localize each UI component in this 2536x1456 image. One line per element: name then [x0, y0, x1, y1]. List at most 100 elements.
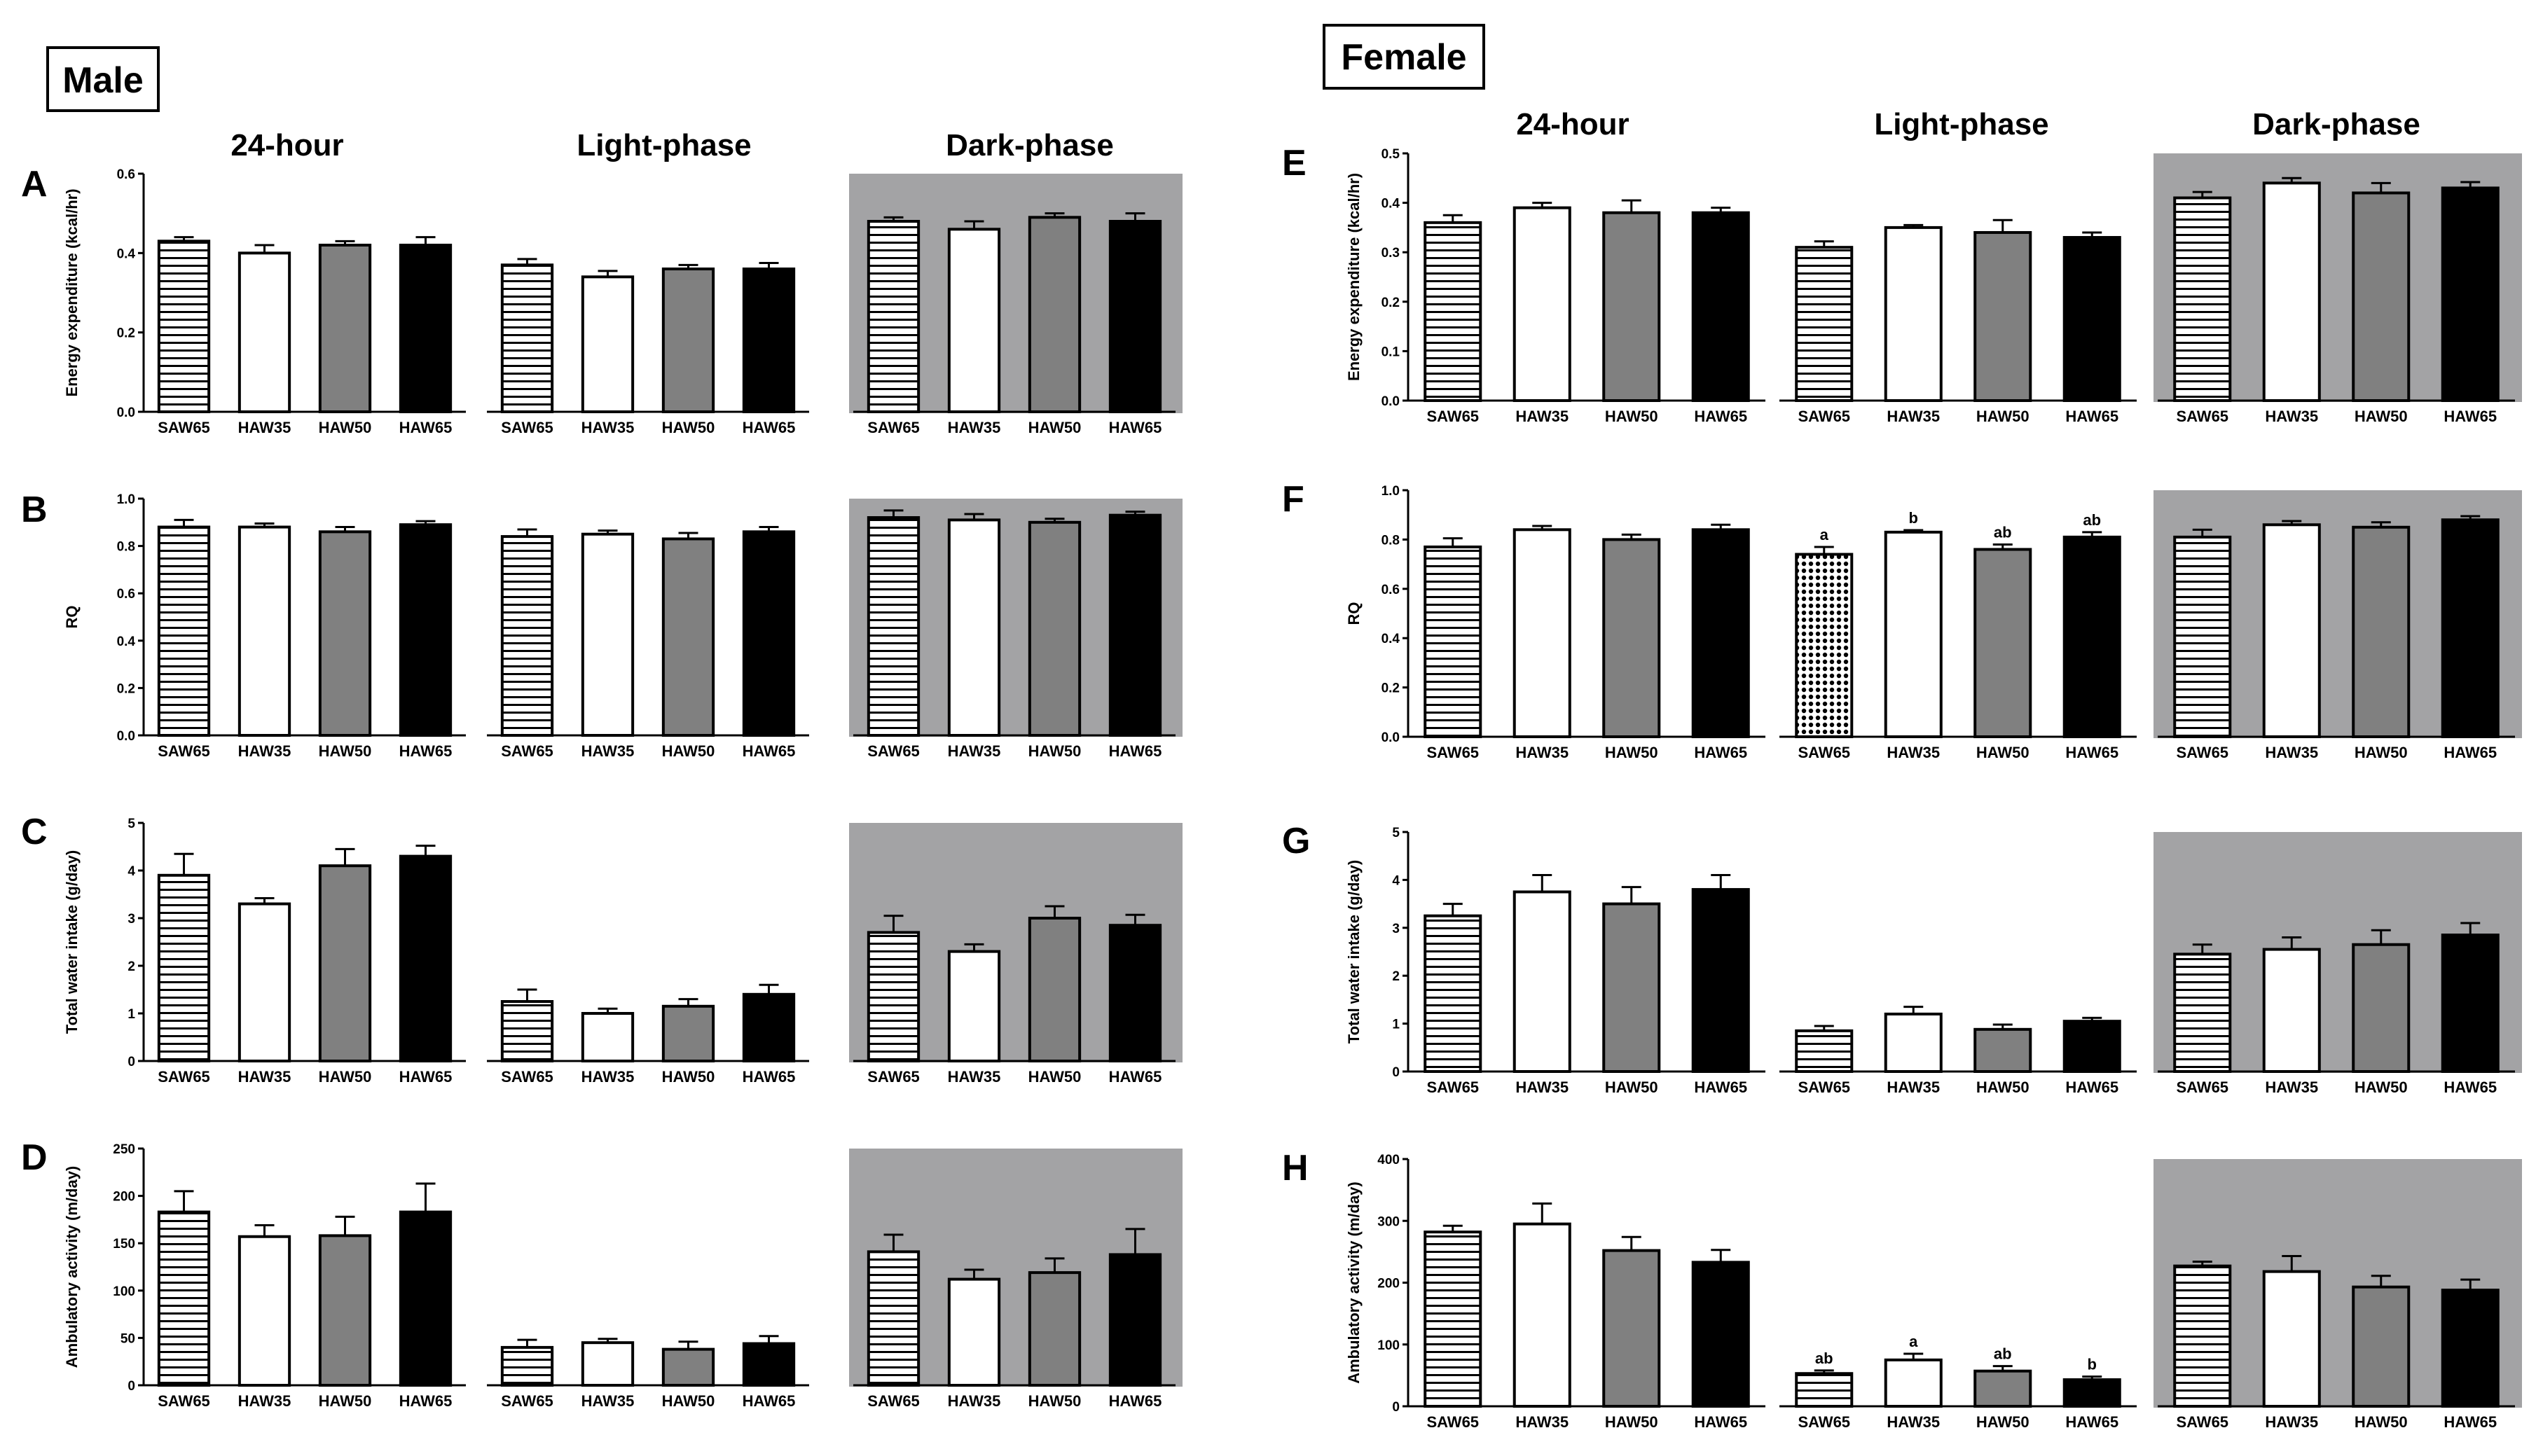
bar-haw35	[1884, 530, 1943, 739]
bar-haw50	[318, 244, 372, 413]
y-tick-label: 0.1	[1381, 345, 1400, 359]
x-tick-label: HAW65	[743, 1392, 796, 1410]
x-tick-label: HAW65	[2444, 1413, 2497, 1431]
bar-haw65	[1108, 924, 1162, 1062]
x-tick-label: HAW65	[2065, 744, 2118, 761]
x-tick-label: HAW65	[2065, 1413, 2118, 1431]
x-tick-label: HAW65	[1694, 1413, 1747, 1431]
x-tick-label: HAW35	[238, 419, 291, 436]
bar-haw65	[2441, 1289, 2500, 1408]
group-light-phase: SAW65 HAW35 HAW50 HAW65	[487, 526, 809, 760]
y-tick-label: 0.2	[1381, 296, 1400, 310]
bar-haw35	[947, 1277, 1001, 1387]
bar-saw65	[1795, 553, 1854, 739]
x-tick-label: HAW50	[1028, 419, 1082, 436]
panel-letter: D	[21, 1137, 48, 1178]
y-tick-label: 0.5	[1381, 147, 1400, 162]
x-tick-label: HAW65	[1109, 742, 1162, 760]
y-tick-label: 0.0	[1381, 730, 1400, 745]
x-tick-label: HAW35	[581, 742, 635, 760]
y-tick-label: 0.3	[1381, 246, 1400, 261]
male-header: Male	[46, 46, 160, 112]
y-tick-label: 1.0	[117, 492, 135, 507]
x-tick-label: HAW65	[2444, 1079, 2497, 1096]
bar-haw35	[947, 950, 1001, 1062]
bar-haw50	[661, 268, 715, 413]
x-tick-label: HAW35	[2265, 1079, 2318, 1096]
bar-haw50	[1602, 211, 1661, 402]
y-tick-label: 2	[128, 959, 135, 974]
bar-haw50	[1028, 520, 1082, 737]
bar-haw35	[581, 1341, 635, 1387]
bar-haw35	[581, 275, 635, 414]
y-tick-label: 3	[128, 912, 135, 927]
x-tick-label: SAW65	[867, 1392, 920, 1410]
x-tick-label: HAW35	[238, 742, 291, 760]
bar-haw65	[2062, 236, 2121, 402]
y-tick-label: 200	[113, 1190, 135, 1205]
x-tick-label: HAW50	[662, 1392, 715, 1410]
y-tick-label: 50	[120, 1331, 135, 1346]
x-tick-label: HAW35	[1887, 1079, 1940, 1096]
bar-haw50	[318, 864, 372, 1062]
x-tick-label: HAW50	[1028, 1068, 1082, 1086]
x-tick-label: HAW65	[399, 1068, 453, 1086]
y-tick-label: 2	[1392, 969, 1400, 984]
x-tick-label: HAW65	[399, 419, 453, 436]
bar-haw50	[2352, 1285, 2411, 1408]
x-tick-label: SAW65	[867, 1068, 920, 1086]
bar-haw50	[661, 1347, 715, 1387]
group-dark-phase: SAW65 HAW35 HAW50 HAW65	[849, 499, 1183, 760]
group-dark-phase: SAW65 HAW35 HAW50 HAW65	[2153, 490, 2522, 761]
x-tick-label: HAW50	[1605, 408, 1658, 425]
bar-haw50	[318, 530, 372, 737]
x-tick-label: HAW50	[2355, 408, 2408, 425]
bar-haw35	[1512, 206, 1571, 402]
y-tick-label: 0.4	[117, 635, 136, 649]
group-24-hour: 0 1 2 3 4 5 SAW65 HAW35 HAW50 HAW65	[1392, 826, 1765, 1096]
x-tick-label: SAW65	[501, 1068, 553, 1086]
y-axis-label: Total water intake (g/day)	[1345, 860, 1363, 1044]
significance-label: b	[2088, 1356, 2097, 1373]
y-tick-label: 0.8	[1381, 533, 1400, 548]
female-col-light: Light-phase	[1874, 107, 2048, 141]
significance-label: b	[1909, 509, 1918, 527]
y-tick-label: 1.0	[1381, 484, 1400, 499]
bar-saw65	[2173, 196, 2232, 402]
bar-haw50	[1602, 538, 1661, 739]
bar-haw65	[399, 523, 453, 737]
x-tick-label: SAW65	[1798, 1079, 1850, 1096]
bar-haw35	[2262, 948, 2321, 1073]
bar-haw50	[2352, 525, 2411, 738]
y-tick-label: 150	[113, 1237, 135, 1252]
x-tick-label: HAW50	[1605, 1413, 1658, 1431]
bar-saw65	[500, 263, 554, 414]
y-tick-label: 0	[128, 1055, 135, 1069]
x-tick-label: HAW50	[1028, 1392, 1082, 1410]
bar-saw65	[500, 1345, 554, 1387]
y-axis-label: RQ	[1345, 602, 1363, 625]
bar-saw65	[157, 525, 211, 737]
group-dark-phase: SAW65 HAW35 HAW50 HAW65	[2153, 832, 2522, 1096]
bar-haw65	[742, 1342, 796, 1387]
x-tick-label: SAW65	[158, 742, 210, 760]
group-light-phase: a SAW65 b HAW35 ab HAW50 ab HAW65	[1779, 509, 2137, 761]
bar-haw65	[1691, 528, 1750, 738]
female-col-24hour: 24-hour	[1516, 107, 1629, 141]
bar-haw65	[2062, 535, 2121, 738]
y-axis-label: RQ	[63, 606, 81, 629]
significance-label: ab	[1994, 1345, 2012, 1363]
group-light-phase: SAW65 HAW35 HAW50 HAW65	[1779, 1006, 2137, 1096]
male-col-24hour: 24-hour	[230, 128, 343, 162]
bar-haw50	[1973, 230, 2032, 402]
group-dark-phase: SAW65 HAW35 HAW50 HAW65	[849, 1149, 1183, 1410]
female-col-dark: Dark-phase	[2252, 107, 2420, 141]
bar-haw65	[1108, 220, 1162, 413]
bar-haw65	[1691, 1261, 1750, 1408]
x-tick-label: SAW65	[2176, 1413, 2228, 1431]
bar-haw50	[1973, 548, 2032, 738]
x-tick-label: SAW65	[867, 742, 920, 760]
x-tick-label: HAW65	[1694, 1079, 1747, 1096]
significance-label: ab	[1815, 1350, 1833, 1367]
